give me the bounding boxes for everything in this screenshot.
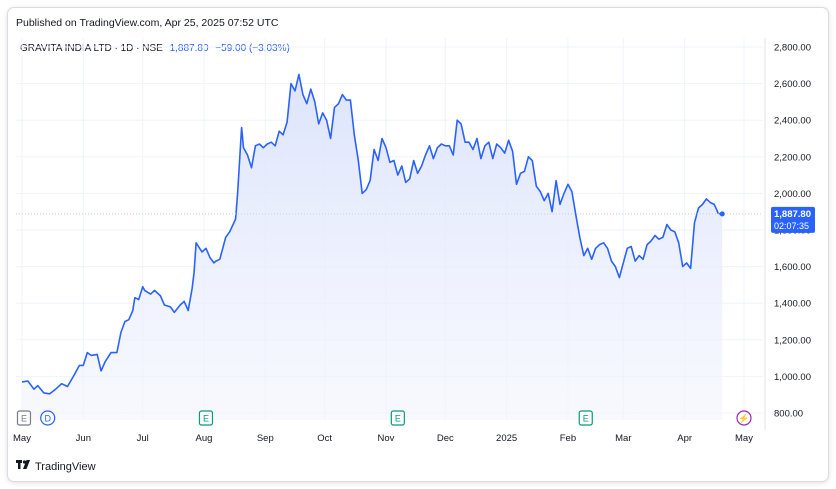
- earnings-icon[interactable]: E: [390, 410, 405, 426]
- y-tick-label: 2,800.00: [774, 43, 811, 54]
- last-price-countdown: 02:07:35: [774, 221, 809, 231]
- symbol-last-price: 1,887.80: [169, 43, 209, 54]
- x-tick-label: Oct: [317, 433, 332, 444]
- earnings-icon[interactable]: E: [16, 410, 32, 426]
- footer: TradingView: [16, 460, 96, 473]
- x-tick-label: Apr: [677, 433, 692, 444]
- y-tick-label: 1,000.00: [774, 372, 811, 383]
- svg-text:E: E: [21, 414, 27, 424]
- tradingview-logo-icon[interactable]: [16, 460, 32, 473]
- svg-text:D: D: [44, 414, 51, 424]
- price-chart[interactable]: 800.00 1,000.00 1,200.00 1,400.00 1,600.00 1,…: [8, 8, 828, 481]
- earnings-icon[interactable]: E: [198, 410, 214, 426]
- y-tick-label: 1,600.00: [774, 262, 811, 273]
- lightning-icon[interactable]: ⚡: [736, 410, 752, 426]
- x-tick-label: 2025: [496, 433, 517, 444]
- x-tick-label: Sep: [257, 433, 274, 444]
- y-tick-label: 800.00: [774, 409, 803, 420]
- svg-text:E: E: [203, 414, 209, 424]
- y-tick-label: 2,600.00: [774, 79, 811, 90]
- x-tick-label: Feb: [560, 433, 576, 444]
- last-price-value: 1,887.80: [774, 209, 811, 220]
- x-tick-label: May: [13, 433, 31, 444]
- symbol-legend: GRAVITA INDIA LTD · 1D · NSE 1,887.80 −5…: [20, 43, 290, 54]
- x-tick-label: Nov: [378, 433, 395, 444]
- last-price-box: [771, 206, 815, 233]
- x-tick-label: Aug: [196, 433, 213, 444]
- event-markers[interactable]: E D E E E ⚡: [16, 410, 752, 426]
- y-tick-label: 2,400.00: [774, 116, 811, 127]
- dividend-icon[interactable]: D: [40, 410, 56, 426]
- x-tick-label: May: [735, 433, 753, 444]
- price-line[interactable]: [21, 73, 723, 395]
- svg-text:⚡: ⚡: [738, 413, 749, 425]
- x-axis: May Jun Jul Aug Sep Oct Nov Dec 2025 Feb Mar Apr May: [13, 433, 753, 444]
- y-tick-label: 1,200.00: [774, 335, 811, 346]
- symbol-change: −59.00 (−3.03%): [215, 43, 290, 54]
- x-tick-label: Jun: [76, 433, 91, 444]
- last-price-dot: [719, 211, 725, 217]
- svg-text:E: E: [395, 414, 401, 424]
- x-tick-label: Jul: [137, 433, 149, 444]
- y-tick-label: 1,400.00: [774, 299, 811, 310]
- chart-card: Published on TradingView.com, Apr 25, 20…: [8, 8, 828, 481]
- symbol-name: GRAVITA INDIA LTD · 1D · NSE: [20, 43, 163, 54]
- y-tick-label: 2,000.00: [774, 189, 811, 200]
- footer-brand[interactable]: TradingView: [35, 460, 96, 473]
- area-fill: [22, 74, 723, 421]
- x-tick-label: Dec: [437, 433, 454, 444]
- price-area: [16, 73, 763, 421]
- y-tick-label: 2,200.00: [774, 152, 811, 163]
- earnings-icon[interactable]: E: [578, 410, 593, 426]
- x-tick-label: Mar: [615, 433, 631, 444]
- published-caption: Published on TradingView.com, Apr 25, 20…: [16, 17, 279, 29]
- svg-text:E: E: [583, 414, 589, 424]
